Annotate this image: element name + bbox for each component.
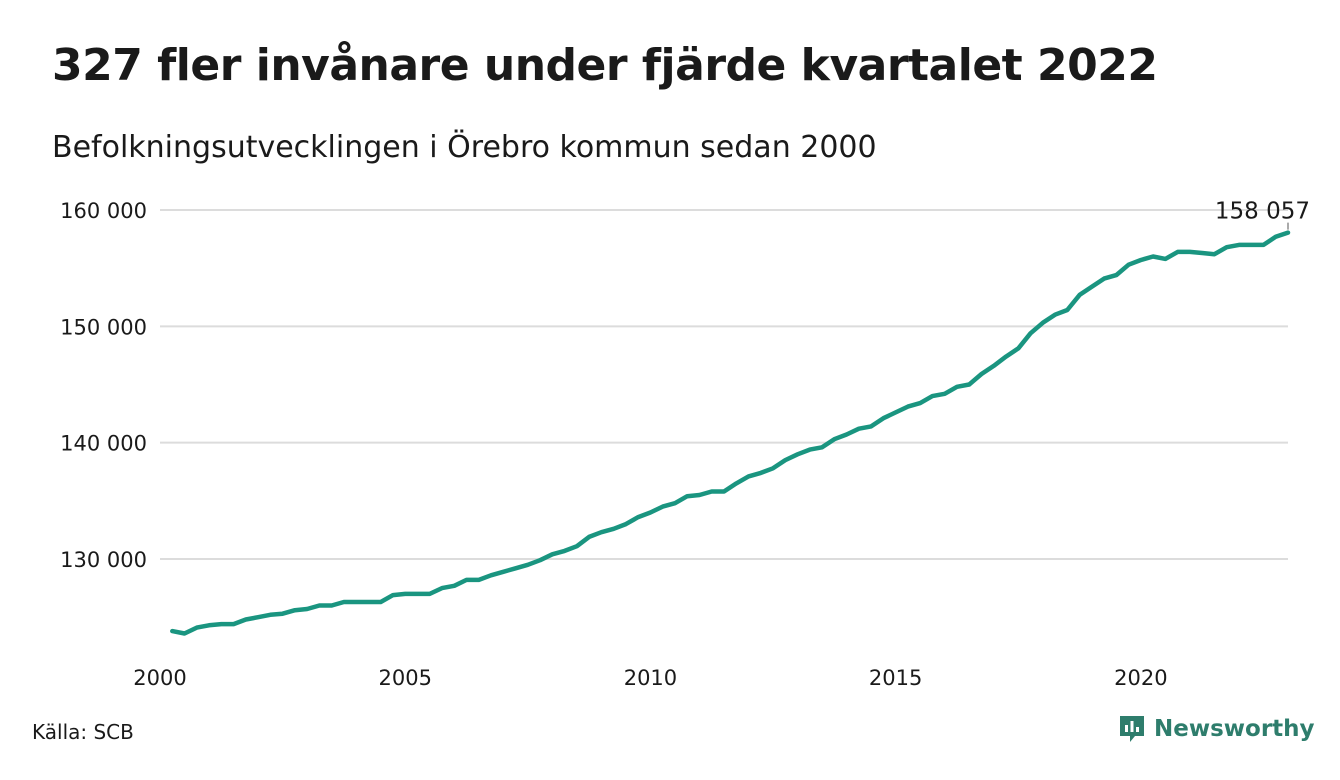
- end-annotation-group: 158 057: [1215, 199, 1310, 230]
- x-axis-ticks: 2000 2005 2010 2015 2020: [133, 666, 1167, 690]
- series-group: [170, 230, 1291, 636]
- y-tick-label: 160 000: [60, 199, 147, 223]
- gridlines: [160, 209, 1288, 560]
- x-tick-label: 2015: [869, 666, 922, 690]
- brand-name: Newsworthy: [1154, 716, 1315, 742]
- newsworthy-logo-icon: [1120, 716, 1144, 742]
- y-tick-label: 140 000: [60, 432, 147, 456]
- x-tick-label: 2010: [624, 666, 677, 690]
- chart-subtitle: Befolkningsutvecklingen i Örebro kommun …: [52, 130, 877, 165]
- population-series-line: [170, 230, 1291, 636]
- y-tick-label: 130 000: [60, 548, 147, 572]
- x-tick-label: 2000: [133, 666, 186, 690]
- x-tick-label: 2005: [378, 666, 431, 690]
- brand-logo: Newsworthy: [1118, 714, 1315, 744]
- x-tick-label: 2020: [1114, 666, 1167, 690]
- y-tick-label: 150 000: [60, 315, 147, 339]
- chart-title: 327 fler invånare under fjärde kvartalet…: [52, 40, 1158, 91]
- y-axis-ticks: 130 000 140 000 150 000 160 000: [60, 199, 147, 572]
- end-value-label: 158 057: [1215, 199, 1310, 225]
- source-note: Källa: SCB: [32, 720, 134, 744]
